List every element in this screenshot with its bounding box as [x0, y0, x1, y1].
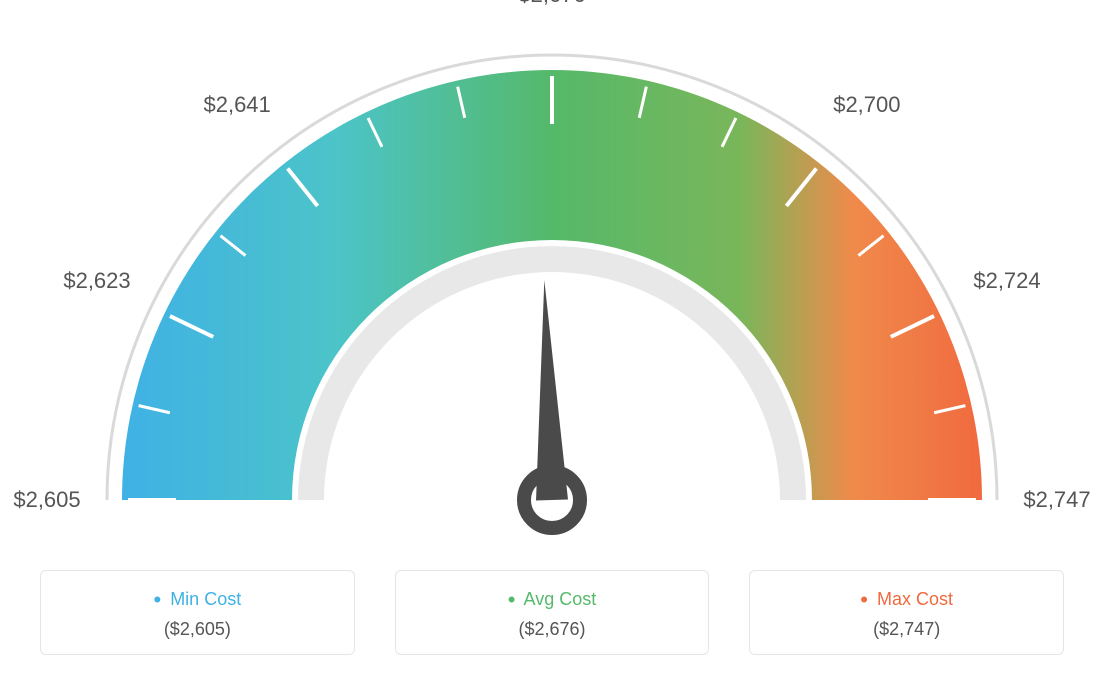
- gauge-tick-label: $2,623: [63, 268, 130, 293]
- legend-card-min: • Min Cost ($2,605): [40, 570, 355, 655]
- gauge-tick-label: $2,676: [518, 0, 585, 7]
- legend-value-min: ($2,605): [51, 619, 344, 640]
- gauge-chart: $2,605 $2,623 $2,641 $2,676 $2,700 $2,724 $2,7…: [0, 0, 1104, 560]
- legend-card-avg: • Avg Cost ($2,676): [395, 570, 710, 655]
- legend-value-avg: ($2,676): [406, 619, 699, 640]
- gauge-tick-label: $2,641: [203, 92, 270, 117]
- gauge-tick-label: $2,747: [1023, 487, 1090, 512]
- legend-card-max: • Max Cost ($2,747): [749, 570, 1064, 655]
- dot-icon: •: [153, 587, 161, 612]
- gauge-svg: $2,605 $2,623 $2,641 $2,676 $2,700 $2,724 $2,7…: [0, 0, 1104, 560]
- legend-value-max: ($2,747): [760, 619, 1053, 640]
- legend-title-max-text: Max Cost: [877, 589, 953, 609]
- legend-title-avg: • Avg Cost: [406, 587, 699, 613]
- legend-title-min: • Min Cost: [51, 587, 344, 613]
- gauge-tick-label: $2,700: [833, 92, 900, 117]
- legend-row: • Min Cost ($2,605) • Avg Cost ($2,676) …: [0, 570, 1104, 655]
- legend-title-min-text: Min Cost: [170, 589, 241, 609]
- gauge-tick-label: $2,605: [13, 487, 80, 512]
- legend-title-avg-text: Avg Cost: [524, 589, 597, 609]
- dot-icon: •: [508, 587, 516, 612]
- legend-title-max: • Max Cost: [760, 587, 1053, 613]
- dot-icon: •: [860, 587, 868, 612]
- gauge-tick-label: $2,724: [973, 268, 1040, 293]
